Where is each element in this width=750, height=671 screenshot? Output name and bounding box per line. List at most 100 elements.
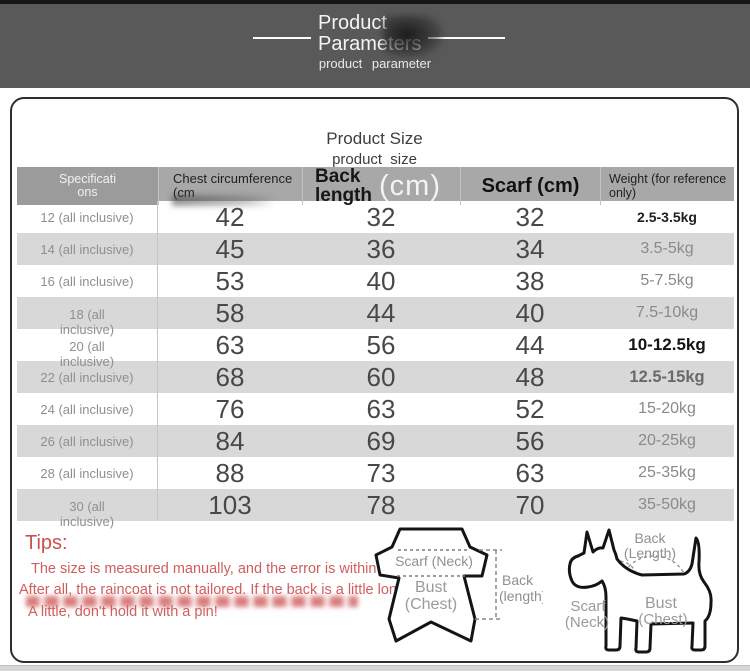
table-row: 14 (all inclusive) 45 36 34 3.5-5kg: [17, 233, 734, 265]
raincoat-pattern-diagram: Scarf (Neck) Bust (Chest) Back (length): [374, 527, 543, 643]
back-value: 73: [366, 457, 396, 488]
chest-value: 58: [215, 297, 245, 328]
back-value: 56: [366, 329, 396, 360]
blurred-header-smudge: [172, 195, 277, 206]
scarf-value: 40: [515, 297, 545, 328]
banner-subtitle: product parameter: [318, 56, 432, 71]
size-section-title: Product Size: [326, 129, 423, 148]
weight-value: 25-35kg: [638, 464, 696, 481]
garment-bust-label2: (Chest): [405, 596, 457, 613]
chest-value: 68: [215, 361, 245, 392]
back-value: 63: [366, 393, 396, 424]
blurred-text-smudge: [383, 15, 443, 58]
scarf-value: 32: [515, 201, 545, 232]
chest-value: 63: [215, 329, 245, 360]
table-row: 18 (all inclusive) 58 44 40 7.5-10kg: [17, 297, 734, 337]
table-row: 24 (all inclusive) 76 63 52 15-20kg: [17, 393, 734, 425]
tips-line-1: The size is measured manually, and the e…: [31, 561, 481, 577]
chest-value: 42: [215, 201, 245, 232]
table-body: 12 (all inclusive) 42 32 32 2.5-3.5kg 14 (all…: [17, 201, 734, 529]
weight-value: 10-12.5kg: [628, 335, 706, 354]
scarf-value: 44: [515, 329, 545, 360]
chest-value: 45: [215, 233, 245, 264]
dog-bust-label2: (Chest): [638, 611, 687, 628]
size-label: 30 (all inclusive): [17, 489, 158, 529]
size-label: 26 (all inclusive): [17, 425, 158, 457]
size-label: 24 (all inclusive): [17, 393, 158, 425]
title-rule-left: [253, 37, 311, 39]
weight-value: 7.5-10kg: [635, 304, 699, 321]
table-header-row: Specificati ons Chest circumference (cm …: [17, 167, 734, 205]
table-row: 26 (all inclusive) 84 69 56 20-25kg: [17, 425, 734, 457]
back-value: 60: [366, 361, 396, 392]
tips-line-3: A little, don't hold it with a pin!: [28, 604, 218, 620]
dog-scarf-label2: (Neck): [565, 614, 609, 631]
dog-back-label: Back: [634, 530, 666, 546]
size-label: 12 (all inclusive): [17, 201, 158, 233]
back-value: 44: [366, 297, 396, 328]
table-row: 30 (all inclusive) 103 78 70 35-50kg: [17, 489, 734, 529]
dog-bust-label: Bust: [645, 595, 678, 612]
weight-value: 5-7.5kg: [640, 272, 694, 289]
header-back-length: Back length (cm): [302, 167, 460, 205]
back-value: 69: [366, 425, 396, 456]
garment-bust-label: Bust: [415, 579, 448, 596]
weight-value: 12.5-15kg: [629, 367, 705, 386]
size-label: 14 (all inclusive): [17, 233, 158, 265]
table-row: 28 (all inclusive) 88 73 63 25-35kg: [17, 457, 734, 489]
next-section-edge: [0, 665, 750, 671]
header-specifications: Specificati ons: [17, 167, 158, 205]
size-label: 22 (all inclusive): [17, 361, 158, 393]
weight-value: 20-25kg: [638, 432, 696, 449]
dog-outline: [567, 528, 713, 654]
weight-value: 3.5-5kg: [640, 240, 694, 257]
scarf-value: 52: [515, 393, 545, 424]
garment-back-label2: (length): [499, 588, 543, 604]
size-section-subtitle: product size: [332, 151, 417, 168]
tips-blurred-line: [26, 596, 358, 607]
tips-line-2: After all, the raincoat is not tailored.…: [19, 582, 465, 598]
chest-value: 76: [215, 393, 245, 424]
dog-back-label2: (Length): [624, 545, 676, 561]
chest-value: 53: [215, 265, 245, 296]
header-weight: Weight (for reference only): [600, 167, 734, 205]
raincoat-outline: [374, 527, 489, 643]
size-label: 18 (all inclusive): [17, 297, 158, 337]
header-scarf: Scarf (cm): [460, 167, 600, 205]
top-banner: Product Parameters product parameter: [0, 0, 750, 88]
scarf-value: 63: [515, 457, 545, 488]
scarf-value: 70: [515, 489, 545, 520]
chest-value: 103: [208, 489, 252, 520]
tips-heading: Tips:: [25, 532, 68, 554]
size-table: Specificati ons Chest circumference (cm …: [17, 167, 734, 529]
back-value: 78: [366, 489, 396, 520]
dog-measurement-diagram: Back (Length) Scarf (Neck) Bust (Chest): [565, 528, 713, 654]
weight-value: 2.5-3.5kg: [637, 209, 697, 225]
header-back-length-label: Back length: [315, 166, 372, 206]
scarf-value: 56: [515, 425, 545, 456]
back-value: 32: [366, 201, 396, 232]
weight-value: 15-20kg: [638, 400, 696, 417]
table-row: 16 (all inclusive) 53 40 38 5-7.5kg: [17, 265, 734, 297]
scarf-value: 34: [515, 233, 545, 264]
title-rule-right: [428, 37, 505, 39]
table-row: 22 (all inclusive) 68 60 48 12.5-15kg: [17, 361, 734, 393]
table-row: 20 (all inclusive) 63 56 44 10-12.5kg: [17, 329, 734, 369]
scarf-value: 48: [515, 361, 545, 392]
header-back-length-unit: (cm): [379, 169, 441, 202]
garment-scarf-label: Scarf (Neck): [395, 553, 473, 569]
dog-scarf-label: Scarf: [570, 598, 606, 615]
size-chart-panel: Product Size product size Specificati on…: [10, 97, 739, 663]
chest-value: 84: [215, 425, 245, 456]
size-label: 16 (all inclusive): [17, 265, 158, 297]
back-value: 36: [366, 233, 396, 264]
scarf-value: 38: [515, 265, 545, 296]
chest-value: 88: [215, 457, 245, 488]
garment-back-label: Back: [502, 572, 534, 588]
back-value: 40: [366, 265, 396, 296]
top-border-line: [0, 0, 750, 4]
weight-value: 35-50kg: [638, 496, 696, 513]
banner-title-line1: Product: [318, 12, 387, 34]
size-label: 28 (all inclusive): [17, 457, 158, 489]
size-label: 20 (all inclusive): [17, 329, 158, 369]
